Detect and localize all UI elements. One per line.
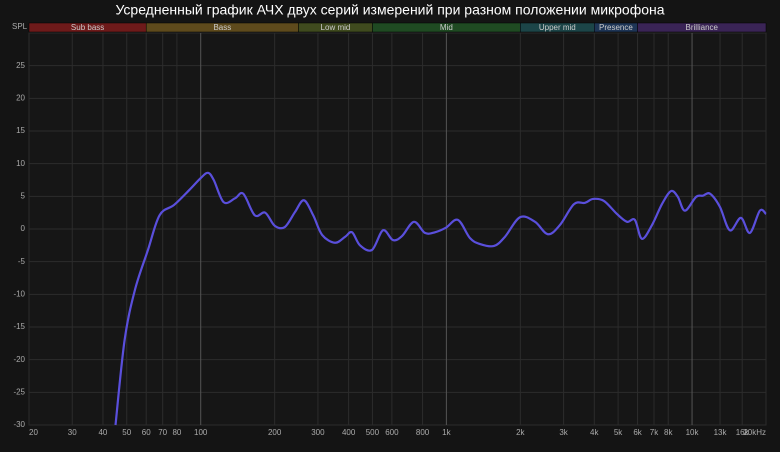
x-tick-label: 30	[68, 428, 77, 437]
x-tick-label: 50	[122, 428, 131, 437]
x-tick-label: 20kHz	[743, 428, 766, 437]
x-tick-label: 600	[385, 428, 399, 437]
x-tick-label: 200	[268, 428, 282, 437]
x-tick-label: 2k	[516, 428, 525, 437]
y-tick-label: -10	[13, 289, 25, 298]
band-label: Low mid	[321, 23, 351, 32]
y-tick-label: 0	[21, 224, 26, 233]
x-tick-label: 6k	[633, 428, 642, 437]
y-tick-label: 5	[21, 191, 26, 200]
x-tick-label: 4k	[590, 428, 599, 437]
x-tick-label: 7k	[650, 428, 659, 437]
x-tick-label: 70	[158, 428, 167, 437]
band	[637, 22, 767, 33]
band-label: Sub bass	[71, 23, 104, 32]
x-tick-label: 80	[172, 428, 181, 437]
x-tick-label: 20	[29, 428, 38, 437]
y-axis-label: SPL	[12, 22, 28, 31]
x-tick-label: 300	[311, 428, 325, 437]
y-tick-label: -20	[13, 355, 25, 364]
band-label: Upper mid	[539, 23, 576, 32]
x-tick-label: 60	[142, 428, 151, 437]
band-label: Brilliance	[686, 23, 719, 32]
x-tick-label: 3k	[559, 428, 568, 437]
x-tick-label: 500	[366, 428, 380, 437]
x-tick-label: 16k	[736, 428, 750, 437]
x-tick-label: 5k	[614, 428, 623, 437]
x-tick-label: 13k	[714, 428, 728, 437]
y-tick-label: -5	[18, 257, 26, 266]
response-curve	[114, 171, 767, 426]
band-label: Bass	[213, 23, 231, 32]
y-tick-label: 15	[16, 126, 25, 135]
x-tick-label: 10k	[686, 428, 700, 437]
y-tick-label: -25	[13, 387, 25, 396]
x-tick-label: 800	[416, 428, 430, 437]
y-tick-label: 10	[16, 159, 25, 168]
band-label: Presence	[599, 23, 633, 32]
x-tick-label: 100	[194, 428, 208, 437]
y-tick-label: -15	[13, 322, 25, 331]
y-tick-label: 25	[16, 61, 25, 70]
chart-title: Усредненный график АЧХ двух серий измере…	[115, 2, 664, 18]
y-tick-label: -30	[13, 420, 25, 429]
x-tick-label: 400	[342, 428, 356, 437]
x-tick-label: 8k	[664, 428, 673, 437]
y-tick-label: 20	[16, 93, 25, 102]
x-tick-label: 1k	[442, 428, 451, 437]
x-tick-label: 40	[98, 428, 107, 437]
band-label: Mid	[440, 23, 453, 32]
